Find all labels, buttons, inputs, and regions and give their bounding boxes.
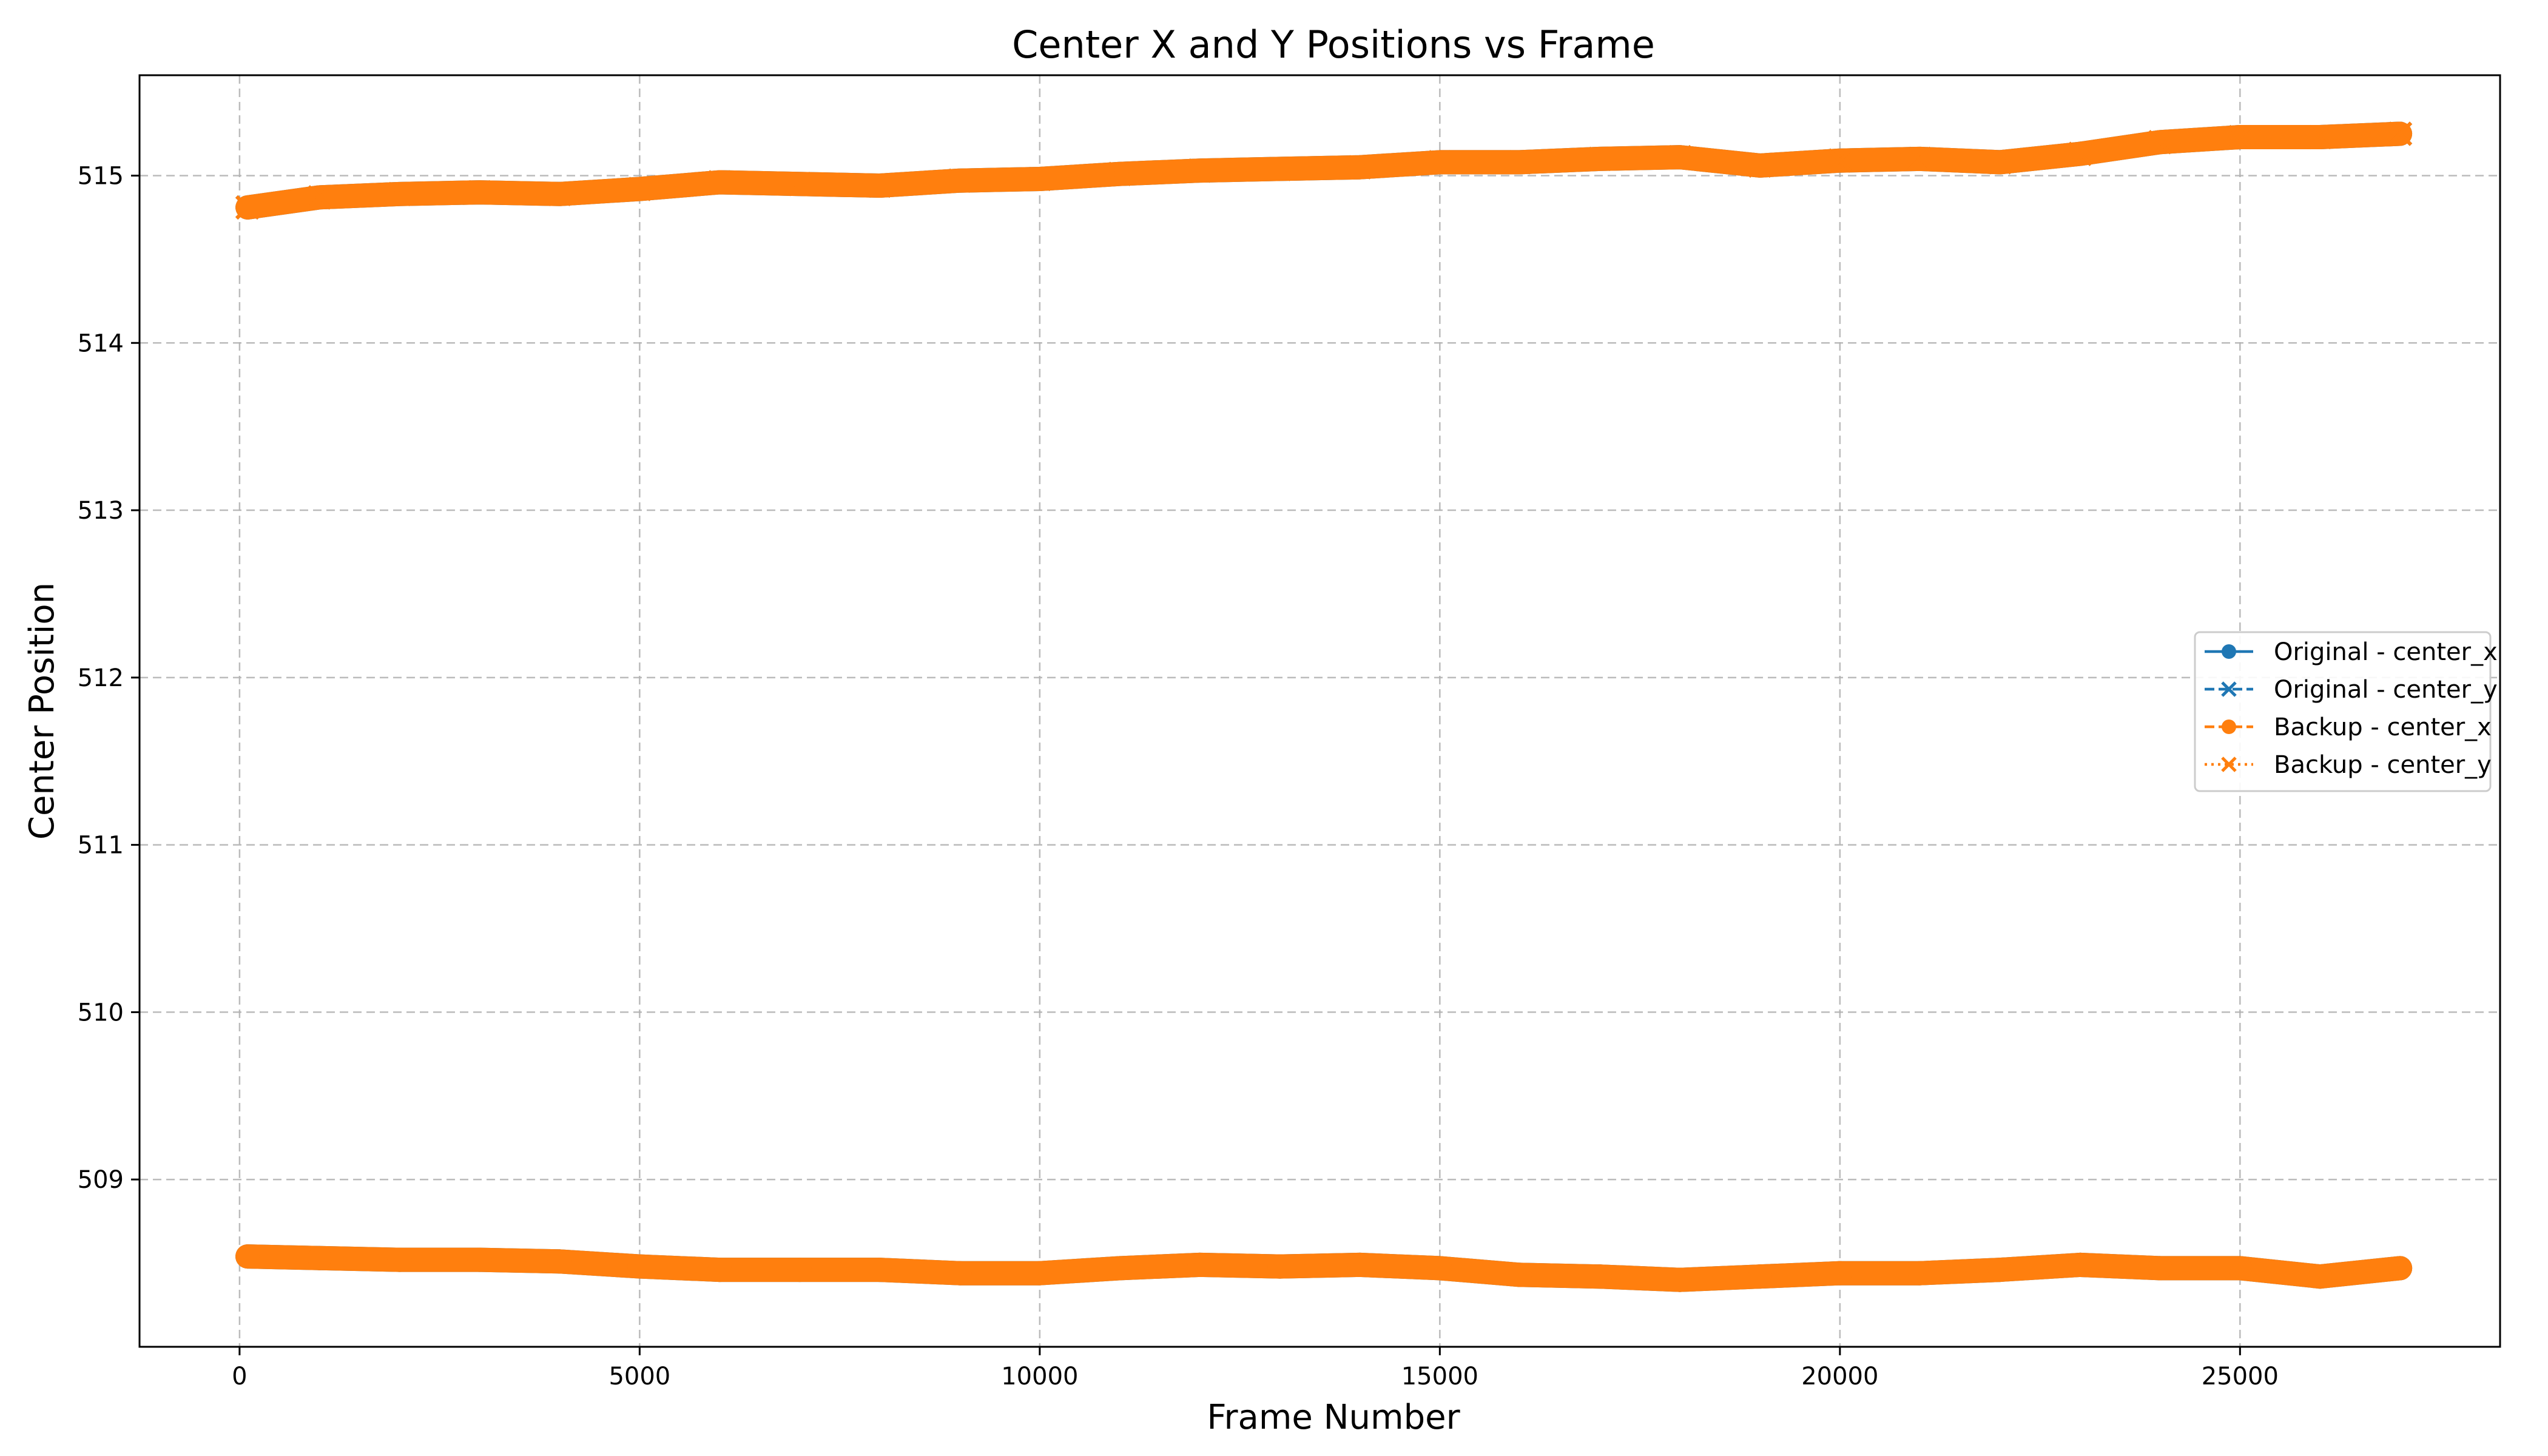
data-point xyxy=(707,1258,732,1282)
data-point xyxy=(2308,1264,2333,1289)
data-point xyxy=(627,1254,652,1279)
y-axis-label: Center Position xyxy=(22,582,62,840)
data-point xyxy=(947,1261,972,1286)
data-point xyxy=(1907,146,1932,172)
legend-label: Original - center_y xyxy=(2274,676,2498,704)
data-point xyxy=(787,172,812,197)
x-tick-label: 20000 xyxy=(1801,1363,1878,1390)
data-point xyxy=(1827,148,1852,173)
legend: Original - center_x Original - center_y Ba… xyxy=(2194,631,2498,792)
data-point xyxy=(1747,153,1773,178)
legend-item: Backup - center_x xyxy=(2205,713,2492,741)
legend-marker xyxy=(2221,681,2237,697)
data-point xyxy=(467,1247,492,1272)
legend-item: Backup - center_y xyxy=(2205,751,2492,779)
grid xyxy=(140,75,2500,1347)
data-point xyxy=(2068,141,2092,166)
data-point xyxy=(627,177,652,201)
x-tick-label: 5000 xyxy=(608,1363,670,1390)
data-point xyxy=(2308,124,2333,150)
data-point xyxy=(1347,1252,1372,1277)
data-point xyxy=(1347,155,1372,180)
y-axis-ticks: 509 510 511 512 513 514 515 xyxy=(78,162,140,1194)
data-point xyxy=(1107,1256,1132,1281)
data-point xyxy=(2228,1256,2253,1281)
legend-item: Original - center_y xyxy=(2205,676,2498,704)
y-tick-label: 514 xyxy=(78,329,124,357)
x-tick-label: 0 xyxy=(232,1363,247,1390)
data-point xyxy=(307,1245,332,1270)
legend-label: Backup - center_y xyxy=(2274,751,2492,779)
data-point xyxy=(1907,1261,1932,1286)
data-point xyxy=(2148,130,2172,155)
data-point xyxy=(1588,146,1613,172)
data-point xyxy=(2228,124,2253,150)
series-line xyxy=(235,1244,2413,1292)
legend-box xyxy=(2194,631,2492,792)
data-point xyxy=(1827,1261,1852,1286)
y-tick-label: 510 xyxy=(78,999,124,1026)
data-point xyxy=(1427,150,1452,175)
legend-item: Original - center_x xyxy=(2205,638,2498,666)
data-point xyxy=(1427,1256,1452,1281)
data-point xyxy=(1187,158,1212,183)
data-point xyxy=(387,181,412,206)
x-axis-ticks: 0 5000 10000 15000 20000 25000 xyxy=(232,1347,2279,1390)
series-3 xyxy=(235,121,2413,220)
y-tick-label: 512 xyxy=(78,664,124,692)
x-tick-label: 10000 xyxy=(1001,1363,1078,1390)
data-point xyxy=(547,181,572,206)
data-point xyxy=(1508,150,1532,175)
data-point xyxy=(2148,1256,2172,1281)
data-point xyxy=(387,1247,412,1272)
series-2 xyxy=(235,1244,2413,1292)
legend-marker xyxy=(2221,757,2237,772)
data-point xyxy=(1508,1262,1532,1287)
data-point xyxy=(1987,150,2012,175)
data-point xyxy=(947,168,972,193)
data-point xyxy=(1987,1258,2012,1282)
data-point xyxy=(1668,1267,1693,1292)
data-point xyxy=(1747,1264,1772,1289)
y-tick-label: 511 xyxy=(78,832,124,860)
data-point xyxy=(2388,1256,2413,1281)
data-point xyxy=(867,173,892,198)
data-point xyxy=(235,195,260,220)
x-tick-label: 15000 xyxy=(1401,1363,1478,1390)
chart-title: Center X and Y Positions vs Frame xyxy=(1012,22,1655,67)
data-point xyxy=(707,170,732,195)
x-tick-label: 25000 xyxy=(2202,1363,2279,1390)
y-tick-label: 515 xyxy=(78,162,124,190)
data-point xyxy=(307,185,332,210)
data-point xyxy=(787,1258,812,1282)
series-line xyxy=(235,121,2413,220)
data-point xyxy=(868,1258,892,1282)
data-point xyxy=(547,1249,572,1274)
x-axis-label: Frame Number xyxy=(1207,1398,1460,1437)
legend-marker xyxy=(2222,720,2236,734)
data-point xyxy=(1187,1252,1212,1277)
data-point xyxy=(1267,1254,1292,1279)
data-point xyxy=(1107,161,1132,186)
plot-frame xyxy=(138,74,2501,1348)
data-point xyxy=(1267,157,1292,181)
data-point xyxy=(467,180,492,205)
data-point xyxy=(2388,121,2413,146)
data-point xyxy=(2068,1252,2092,1277)
y-tick-label: 509 xyxy=(78,1166,124,1194)
y-tick-label: 513 xyxy=(78,497,124,525)
data-point xyxy=(1667,145,1693,170)
data-point xyxy=(1027,166,1052,192)
legend-marker xyxy=(2222,644,2236,659)
data-point xyxy=(1588,1264,1613,1289)
data-point xyxy=(1027,1261,1052,1286)
legend-label: Backup - center_x xyxy=(2274,713,2492,741)
data-point xyxy=(235,1244,260,1269)
series-layer xyxy=(235,121,2413,1292)
legend-label: Original - center_x xyxy=(2274,638,2498,666)
